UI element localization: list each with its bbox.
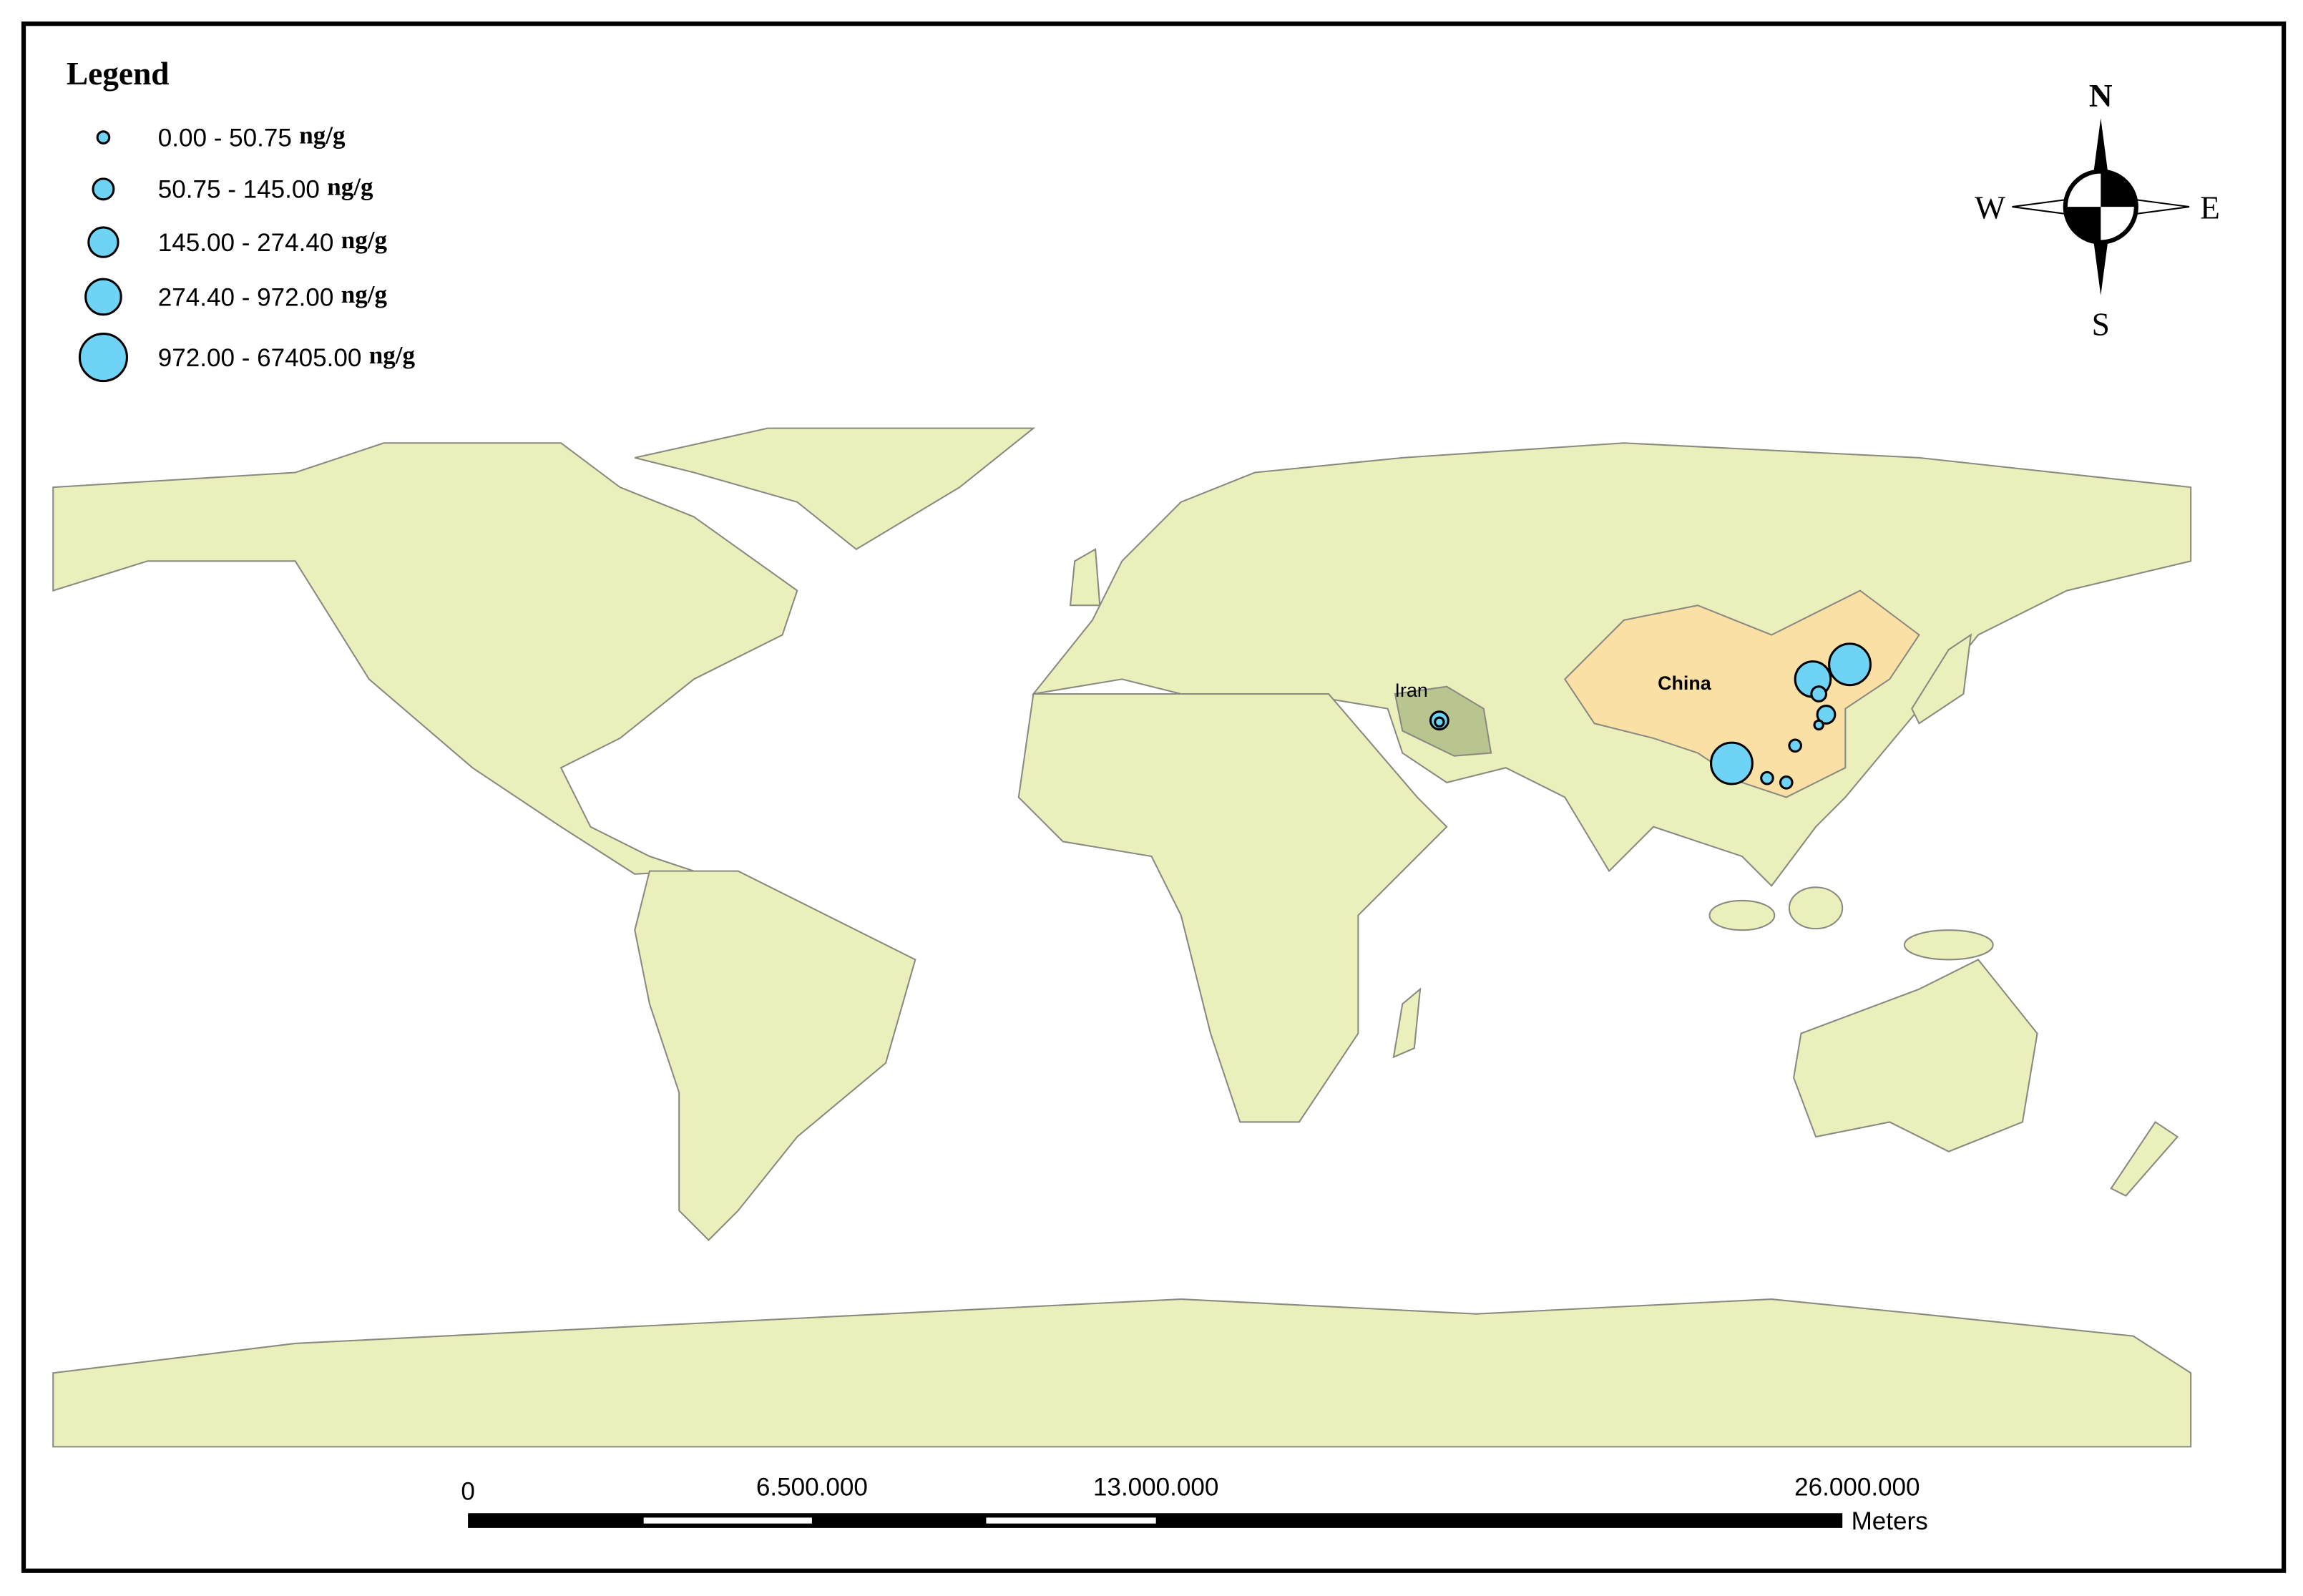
legend-unit: ng/g (327, 173, 373, 201)
north-america (52, 442, 798, 875)
legend-range: 274.40 - 972.00 (158, 283, 334, 311)
point (1816, 704, 1837, 725)
new-guinea (1903, 929, 1994, 961)
country-label: Iran (1395, 680, 1428, 701)
legend-symbol (78, 332, 129, 383)
australia (1793, 959, 2038, 1152)
legend-symbol (84, 278, 122, 316)
new-zealand (2110, 1120, 2179, 1197)
point (1760, 770, 1774, 785)
borneo (1788, 886, 1844, 930)
africa (1017, 692, 1448, 1123)
legend-symbol (96, 130, 111, 145)
japan (1911, 633, 1972, 725)
greenland (635, 427, 1036, 551)
madagascar (1392, 987, 1422, 1059)
antarctica (52, 1298, 2192, 1448)
scale-bar-segment (986, 1517, 1156, 1524)
country-label: China (1658, 672, 1712, 694)
legend-unit: ng/g (299, 121, 346, 149)
compass: N S W E (1975, 78, 2220, 343)
compass-fill (2065, 171, 2136, 243)
china (1563, 589, 1920, 798)
sample-points (1429, 642, 1872, 790)
compass-label: E (2200, 190, 2220, 226)
point (1434, 716, 1445, 728)
compass-label: N (2089, 78, 2113, 114)
scale-label: 13.000.000 (1093, 1473, 1218, 1501)
scale-bar: 0 6.500.000 13.000.000 26.000.000 Meters (461, 1473, 1927, 1534)
point (1828, 642, 1872, 687)
compass-label: W (1975, 190, 2005, 226)
land (52, 427, 2192, 1448)
legend: Legend (67, 56, 170, 383)
legend-range: 145.00 - 274.40 (158, 229, 334, 257)
scale-label: 0 (461, 1478, 475, 1506)
legend-symbol (87, 226, 119, 258)
scale-label: 26.000.000 (1794, 1473, 1920, 1501)
point (1813, 719, 1824, 731)
legend-symbol (92, 177, 115, 201)
south-america (634, 870, 916, 1241)
scale-label: 6.500.000 (756, 1473, 868, 1501)
point (1779, 775, 1794, 790)
legend-range: 50.75 - 145.00 (158, 176, 320, 204)
legend-unit: ng/g (341, 226, 388, 254)
point (1710, 741, 1754, 785)
sumatra (1708, 899, 1776, 931)
scale-bar-segment (643, 1517, 812, 1524)
legend-unit: ng/g (341, 280, 388, 308)
legend-range: 0.00 - 50.75 (158, 124, 292, 152)
point (1788, 738, 1802, 753)
legend-title: Legend (67, 56, 170, 92)
legend-range: 972.00 - 67405.00 (158, 344, 362, 372)
compass-label: S (2092, 307, 2110, 343)
legend-unit: ng/g (369, 341, 416, 369)
point (1810, 685, 1828, 702)
scale-unit: Meters (1852, 1507, 1928, 1535)
uk (1069, 548, 1101, 607)
